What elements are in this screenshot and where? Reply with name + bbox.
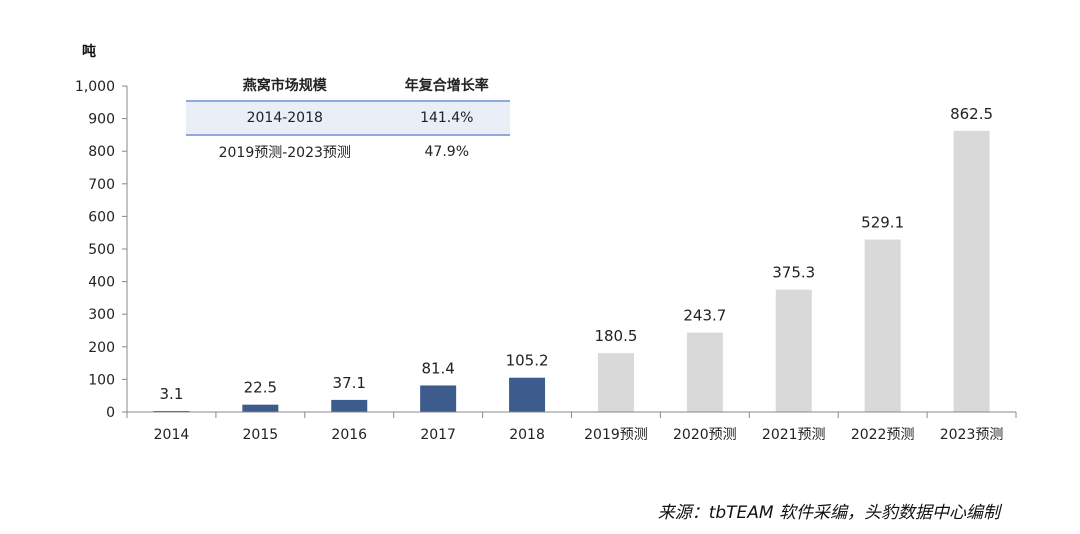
bar [864, 239, 901, 412]
x-tick-label: 2016 [331, 427, 367, 443]
bar-value-label: 37.1 [333, 374, 366, 392]
y-tick-label: 800 [88, 144, 115, 160]
y-tick-label: 100 [88, 372, 115, 388]
bar [242, 404, 279, 412]
x-tick-label: 2018 [509, 427, 545, 443]
bar [153, 410, 190, 412]
y-axis-unit: 吨 [82, 43, 96, 60]
bar-value-label: 243.7 [683, 307, 726, 325]
y-tick-label: 300 [88, 307, 115, 323]
cagr-table: 燕窝市场规模 年复合增长率 2014-2018 141.4% 2019预测-20… [186, 70, 510, 168]
bar-value-label: 862.5 [950, 105, 993, 123]
bar [331, 399, 368, 412]
table-header-market: 燕窝市场规模 [186, 70, 384, 102]
bar-value-label: 180.5 [594, 327, 637, 345]
x-tick-label: 2015 [243, 427, 279, 443]
x-axis: 2014 2015 2016 2017 2018 2019预测 2020预测 2021预测 20… [126, 411, 1017, 443]
bar-value-label: 529.1 [861, 214, 904, 232]
x-tick-label: 2017 [420, 427, 456, 443]
y-tick-label: 900 [88, 112, 115, 128]
bar-value-label: 22.5 [244, 379, 277, 397]
y-tick-label: 200 [88, 340, 115, 356]
source-note: 来源：tbTEAM 软件采编，头豹数据中心编制 [657, 503, 1000, 523]
x-tick-label: 2022预测 [851, 427, 915, 443]
table-row: 2019预测-2023预测 47.9% [186, 135, 510, 168]
x-tick-label: 2021预测 [762, 427, 826, 443]
bar [597, 353, 634, 412]
x-tick-label: 2020预测 [673, 427, 737, 443]
y-tick-label: 600 [88, 209, 115, 225]
bars: 3.1 22.5 37.1 81.4 105.2 180.5 243.7 375.3 529.1… [153, 105, 993, 412]
table-header-cagr: 年复合增长率 [383, 70, 510, 102]
bar [509, 377, 546, 412]
x-tick-label: 2023预测 [940, 427, 1004, 443]
y-tick-label: 0 [106, 405, 115, 421]
bar [420, 385, 457, 412]
y-tick-label: 700 [88, 177, 115, 193]
y-tick-label: 1,000 [75, 79, 115, 95]
bar-value-label: 3.1 [160, 385, 184, 403]
table-row: 2014-2018 141.4% [186, 101, 510, 136]
x-tick-label: 2019预测 [584, 427, 648, 443]
y-axis: 0 100 200 300 400 500 600 700 800 900 1,000 [75, 79, 128, 421]
bar [953, 130, 990, 412]
table-header-row: 燕窝市场规模 年复合增长率 [186, 70, 510, 102]
table-cell-period: 2014-2018 [186, 101, 384, 136]
table-cell-rate: 47.9% [424, 144, 469, 160]
y-tick-label: 400 [88, 275, 115, 291]
x-tick-label: 2014 [154, 427, 190, 443]
y-tick-label: 500 [88, 242, 115, 258]
table-cell-period: 2019预测-2023预测 [218, 145, 351, 161]
bar-value-label: 105.2 [506, 352, 549, 370]
table-cell-rate: 141.4% [383, 101, 510, 136]
bar [686, 332, 723, 412]
bar [775, 289, 812, 412]
bar-value-label: 375.3 [772, 264, 815, 282]
bar-value-label: 81.4 [421, 359, 454, 377]
